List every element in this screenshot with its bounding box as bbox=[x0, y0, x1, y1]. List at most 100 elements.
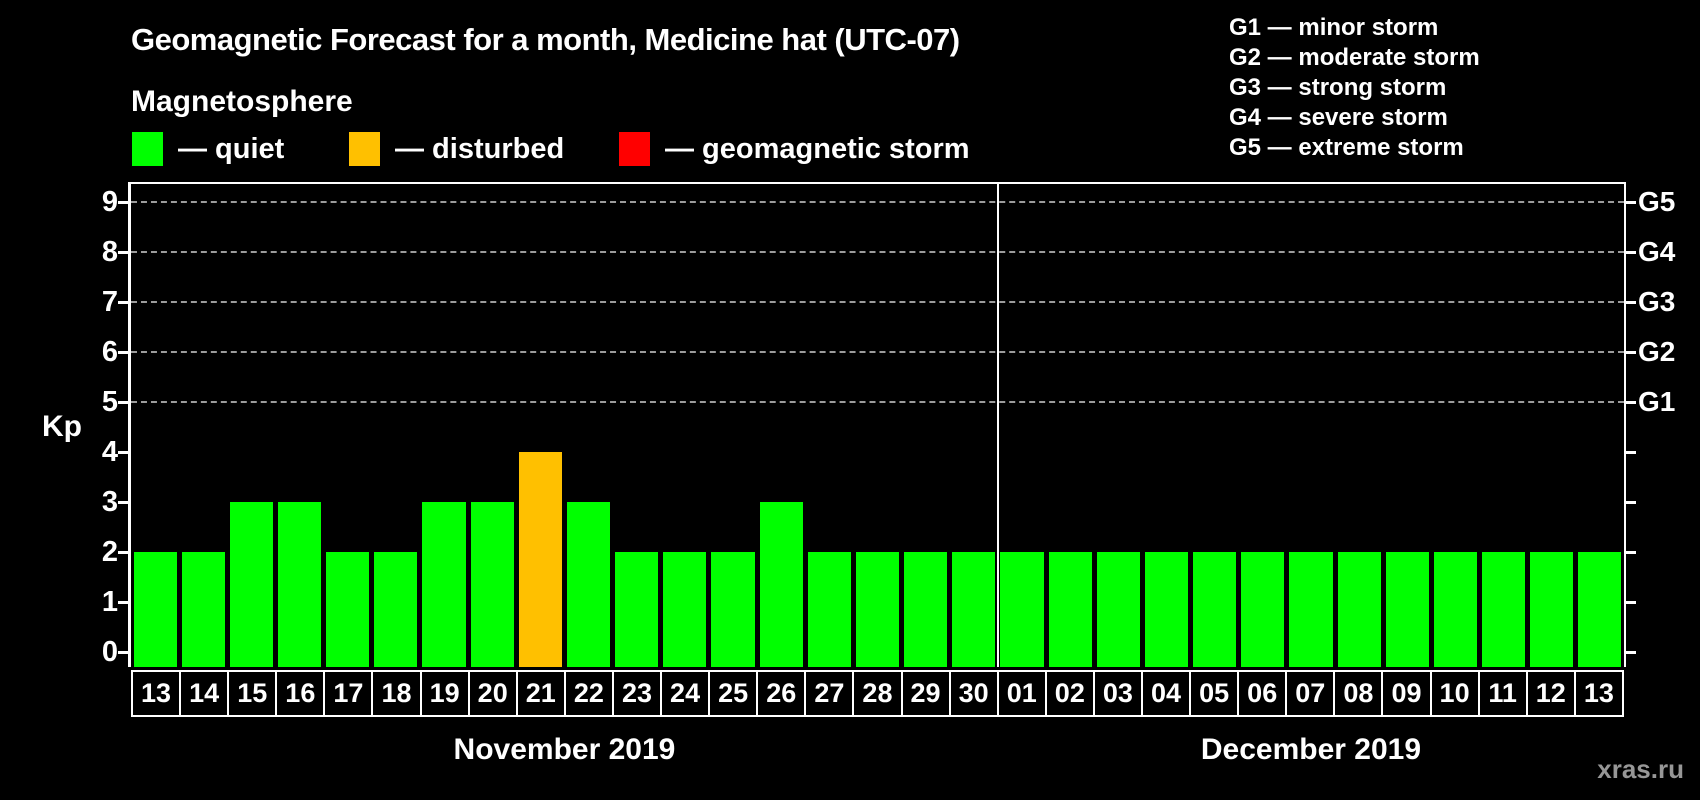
day-cell: 05 bbox=[1189, 670, 1240, 717]
kp-bar-day-07 bbox=[1289, 552, 1333, 667]
day-axis: 13 14 15 16 17 18 19 20 21 22 23 24 25 26 27 28 29 30 01 02… bbox=[131, 670, 1624, 717]
day-cell: 18 bbox=[371, 670, 422, 717]
kp-bar-day-16 bbox=[277, 502, 322, 667]
day-cell: 13 bbox=[131, 670, 182, 717]
right-axis-tick bbox=[1626, 400, 1636, 404]
month-label: November 2019 bbox=[453, 733, 676, 766]
gridline-kp8 bbox=[131, 251, 1624, 253]
y-tick-label: 5 bbox=[101, 386, 118, 418]
day-cell: 26 bbox=[756, 670, 807, 717]
day-cell: 01 bbox=[996, 670, 1047, 717]
legend-item-storm: — geomagnetic storm bbox=[619, 131, 970, 167]
y-axis-tick bbox=[118, 650, 128, 654]
y-tick-label: 3 bbox=[101, 486, 118, 518]
right-axis-tick bbox=[1626, 450, 1636, 454]
quiet-color-swatch bbox=[132, 132, 163, 166]
day-cell: 14 bbox=[179, 670, 230, 717]
y-tick-label: 1 bbox=[101, 586, 118, 618]
day-cell: 12 bbox=[1525, 670, 1576, 717]
y-axis-line bbox=[128, 182, 131, 667]
day-cell: 09 bbox=[1381, 670, 1432, 717]
day-cell: 16 bbox=[275, 670, 326, 717]
y-tick-label: 6 bbox=[101, 336, 118, 368]
gridline-kp6 bbox=[131, 351, 1624, 353]
gscale-legend-item-g4: G4 — severe storm bbox=[1229, 104, 1448, 131]
y-tick-label: 7 bbox=[101, 286, 118, 318]
plot-border-top bbox=[128, 182, 1626, 184]
y-axis-tick bbox=[118, 250, 128, 254]
kp-bar-day-13 bbox=[133, 552, 177, 667]
magnetosphere-legend-title: Magnetosphere bbox=[131, 85, 353, 118]
legend-item-quiet-label: — quiet bbox=[178, 132, 285, 165]
right-axis-tick bbox=[1626, 650, 1636, 654]
y-tick-label: 4 bbox=[101, 436, 118, 468]
kp-bar-day-26 bbox=[759, 502, 803, 667]
kp-bar-day-23 bbox=[615, 552, 659, 667]
right-axis-label-g3: G3 bbox=[1638, 286, 1676, 317]
y-axis-tick bbox=[118, 300, 128, 304]
y-axis-tick bbox=[118, 400, 128, 404]
day-cell: 30 bbox=[948, 670, 999, 717]
day-cell: 19 bbox=[419, 670, 470, 717]
day-cell: 15 bbox=[227, 670, 278, 717]
kp-bar-day-27 bbox=[807, 552, 851, 667]
right-axis-label-g2: G2 bbox=[1638, 336, 1676, 367]
kp-bar-day-24 bbox=[663, 552, 707, 667]
storm-color-swatch bbox=[619, 132, 650, 166]
right-axis-tick bbox=[1626, 300, 1636, 304]
kp-bar-day-21 bbox=[518, 452, 562, 667]
day-cell: 20 bbox=[467, 670, 518, 717]
kp-bar-day-17 bbox=[326, 552, 370, 667]
day-cell: 27 bbox=[804, 670, 855, 717]
plot-area: G1 G2 G3 G4 G5 0 1 2 3 4 5 6 7 8 9 bbox=[102, 182, 1675, 667]
y-tick-label: 9 bbox=[101, 186, 118, 218]
day-cell: 08 bbox=[1333, 670, 1384, 717]
kp-bar-day-15 bbox=[229, 502, 273, 667]
kp-bar-day-08 bbox=[1337, 552, 1381, 667]
day-cell: 28 bbox=[852, 670, 903, 717]
kp-bar-day-01 bbox=[1000, 552, 1044, 667]
kp-bar-day-03 bbox=[1096, 552, 1140, 667]
day-cell: 29 bbox=[900, 670, 951, 717]
y-axis-title: Kp bbox=[42, 410, 82, 443]
right-axis-tick bbox=[1626, 200, 1636, 204]
kp-bar-day-05 bbox=[1193, 552, 1237, 667]
gscale-legend-item-g5: G5 — extreme storm bbox=[1229, 134, 1464, 161]
right-axis-tick bbox=[1626, 600, 1636, 604]
y-tick-label: 2 bbox=[101, 536, 118, 568]
kp-bar-day-11 bbox=[1482, 552, 1526, 667]
legend-item-disturbed: — disturbed bbox=[349, 131, 564, 167]
kp-bar-day-28 bbox=[855, 552, 900, 667]
kp-bar-day-18 bbox=[374, 552, 418, 667]
month-label: December 2019 bbox=[1200, 733, 1422, 766]
gridline-kp9 bbox=[131, 201, 1624, 203]
y-tick-label: 8 bbox=[101, 236, 118, 268]
day-cell: 03 bbox=[1092, 670, 1143, 717]
kp-bar-day-14 bbox=[181, 552, 225, 667]
right-axis-label-g4: G4 bbox=[1638, 236, 1676, 267]
kp-bar-day-06 bbox=[1241, 552, 1285, 667]
kp-bar-day-09 bbox=[1385, 552, 1429, 667]
right-axis-line bbox=[1624, 182, 1626, 667]
kp-bar-day-04 bbox=[1144, 552, 1189, 667]
watermark: xras.ru bbox=[1597, 754, 1684, 784]
day-cell: 23 bbox=[611, 670, 663, 717]
y-axis-tick bbox=[118, 500, 128, 504]
day-cell: 17 bbox=[323, 670, 374, 717]
day-cell: 02 bbox=[1044, 670, 1095, 717]
legend-item-storm-label: — geomagnetic storm bbox=[665, 132, 970, 165]
gridline-kp5 bbox=[131, 401, 1624, 403]
kp-bar-day-30 bbox=[952, 552, 996, 667]
day-cell: 04 bbox=[1140, 670, 1192, 717]
legend-item-disturbed-label: — disturbed bbox=[395, 132, 565, 165]
right-axis-label-g5: G5 bbox=[1638, 186, 1676, 217]
day-cell: 21 bbox=[515, 670, 566, 717]
day-cell: 10 bbox=[1429, 670, 1480, 717]
day-cell: 13 bbox=[1573, 670, 1624, 717]
kp-bar-day-10 bbox=[1433, 552, 1477, 667]
y-tick-label: 0 bbox=[101, 636, 118, 668]
gscale-legend-item-g3: G3 — strong storm bbox=[1229, 74, 1447, 101]
y-axis-tick bbox=[118, 350, 128, 354]
gscale-legend-item-g1: G1 — minor storm bbox=[1229, 14, 1439, 41]
kp-bar-day-25 bbox=[711, 552, 755, 667]
